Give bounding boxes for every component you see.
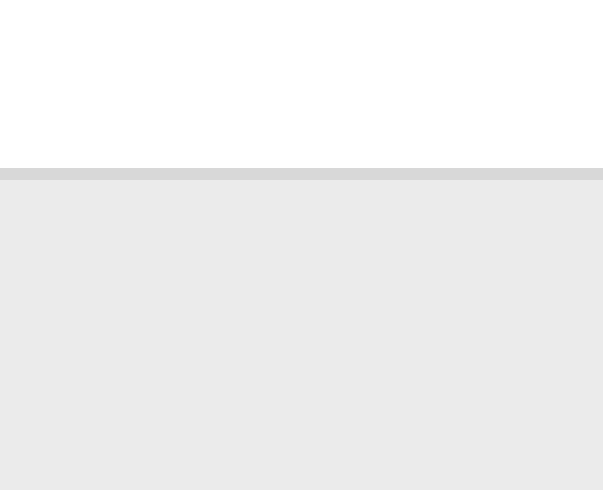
Text: n: n <box>421 274 428 283</box>
Text: hypothesized differe: hypothesized differe <box>373 328 481 337</box>
Text: p-value (one-tailed,: p-value (one-tailed, <box>373 364 475 373</box>
Text: .0024: .0024 <box>338 364 368 373</box>
Text: standard error of difference: standard error of difference <box>107 340 254 349</box>
Text: standard error of diff: standard error of diff <box>373 316 484 325</box>
Text: std. dev.: std. dev. <box>421 261 464 270</box>
Text: df: df <box>373 292 384 301</box>
Text: difference (Ann Arbc: difference (Ann Arbc <box>373 304 483 313</box>
Text: Livonia: Livonia <box>380 231 418 240</box>
Text: 8: 8 <box>361 292 368 301</box>
Text: Ann Arbor: Ann Arbor <box>54 231 109 240</box>
Text: 0: 0 <box>95 352 102 361</box>
Text: briefly, what conclusions can you draw?: briefly, what conclusions can you draw? <box>12 48 260 61</box>
Text: pooled variance: pooled variance <box>107 316 191 325</box>
Text: 1.41141: 1.41141 <box>325 316 368 325</box>
Text: 1.8740: 1.8740 <box>380 261 416 270</box>
Text: 10: 10 <box>403 274 416 283</box>
Text: Livonia: Livonia <box>114 231 153 240</box>
Text: 6.70157: 6.70157 <box>59 316 102 325</box>
Text: 25.8171: 25.8171 <box>61 248 104 257</box>
Text: 2) The table below compares two samples taken to compare the mean age of: 2) The table below compares two samples … <box>12 20 471 33</box>
Text: pooled std. dev.: pooled std. dev. <box>107 328 189 337</box>
Text: -5.43086: -5.43086 <box>55 304 102 313</box>
Text: 10: 10 <box>137 274 150 283</box>
Text: t: t <box>107 376 111 385</box>
Text: -3.85: -3.85 <box>341 352 368 361</box>
Text: df: df <box>107 292 118 301</box>
Text: n: n <box>155 274 162 283</box>
Text: t: t <box>373 352 377 361</box>
Text: 3.3891: 3.3891 <box>333 261 370 270</box>
Text: hypothesized difference: hypothesized difference <box>107 352 233 361</box>
Text: 31.2480: 31.2480 <box>373 248 416 257</box>
Text: t-test, pooled variance: t-test, pooled variance <box>52 213 185 226</box>
Text: 1: 1 <box>298 115 305 124</box>
Text: individuals who purchased the iPhone 3G at two AT&T store locations. Very: individuals who purchased the iPhone 3G … <box>12 34 475 47</box>
Text: -4.26: -4.26 <box>75 376 102 385</box>
Text: 25.8171: 25.8171 <box>327 248 370 257</box>
Text: 1.8740: 1.8740 <box>113 261 150 270</box>
Text: -5.43086: -5.43086 <box>321 304 368 313</box>
Text: 15: 15 <box>89 292 102 301</box>
Text: 2.58874: 2.58874 <box>59 328 102 337</box>
Text: 7: 7 <box>364 274 370 283</box>
Text: mean: mean <box>421 248 450 257</box>
Text: Ann Arbor: Ann Arbor <box>320 231 374 240</box>
Text: p-value (one-tailed, lower): p-value (one-tailed, lower) <box>107 388 245 397</box>
Text: 3.3891: 3.3891 <box>68 261 104 270</box>
Text: .0003: .0003 <box>72 388 102 397</box>
Text: 31.2480: 31.2480 <box>107 248 150 257</box>
Text: t-test, unequal variance: t-test, unequal variance <box>318 213 459 226</box>
Text: std. dev.: std. dev. <box>155 261 198 270</box>
Text: 1.27574: 1.27574 <box>59 340 102 349</box>
Text: 0: 0 <box>361 328 368 337</box>
Text: 7: 7 <box>97 274 104 283</box>
Text: difference (Ann Arbor - Livonia): difference (Ann Arbor - Livonia) <box>107 304 275 313</box>
Text: mean: mean <box>155 248 184 257</box>
